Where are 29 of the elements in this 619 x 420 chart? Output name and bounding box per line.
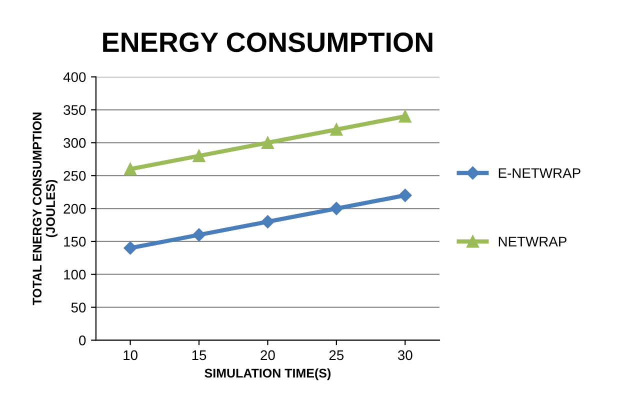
x-tick-label: 25	[329, 350, 344, 360]
point	[124, 241, 137, 255]
y-tick-label: 200	[64, 204, 86, 214]
legend-label: E-NETWRAP	[498, 168, 580, 178]
x-tick-label: 30	[398, 350, 412, 360]
y-tick-label: 100	[64, 270, 86, 280]
y-tick-label: 300	[64, 138, 86, 148]
y-tick-label: 250	[64, 170, 86, 181]
point	[192, 150, 206, 162]
y-tick-label: 150	[64, 236, 86, 247]
point	[330, 123, 343, 136]
y-tick-label: 350	[64, 105, 86, 115]
point	[330, 202, 344, 216]
point	[261, 136, 274, 149]
y-tick-label: 50	[71, 302, 86, 312]
chart-title: ENERGY CONSUMPTION	[103, 32, 432, 52]
point	[192, 228, 206, 242]
y-tick-label: 400	[63, 72, 86, 82]
y-tick-label: 0	[79, 336, 86, 346]
y-axis-title: TOTAL ENERGY CONSUMPTION (JOULES)	[32, 112, 58, 306]
point	[398, 188, 412, 202]
point	[398, 110, 412, 123]
legend-label: NETWRAP	[498, 236, 566, 246]
point	[124, 162, 137, 176]
point	[261, 215, 274, 228]
x-axis-title: SIMULATION TIME(S)	[204, 368, 331, 380]
x-tick-label: 20	[260, 350, 275, 360]
x-tick-label: 15	[192, 350, 206, 360]
x-tick-label: 10	[124, 350, 138, 360]
